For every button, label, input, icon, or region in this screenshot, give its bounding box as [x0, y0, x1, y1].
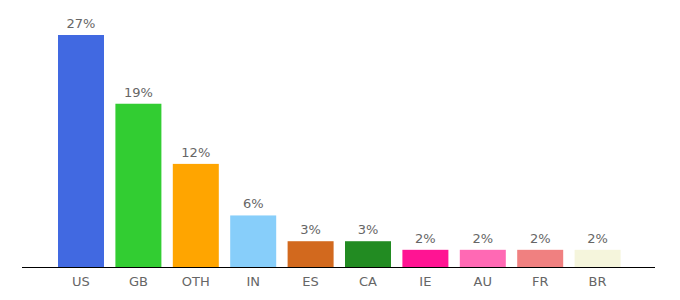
x-tick-label: IE: [419, 274, 431, 289]
bar: [575, 250, 621, 267]
data-label: 3%: [300, 222, 321, 237]
bar: [230, 215, 276, 267]
bar: [460, 250, 506, 267]
bar: [517, 250, 563, 267]
data-label: 2%: [472, 231, 493, 246]
x-tick-label: CA: [359, 274, 377, 289]
x-tick-label: IN: [246, 274, 260, 289]
data-label: 3%: [358, 222, 379, 237]
data-label: 19%: [124, 85, 153, 100]
x-tick-label: US: [72, 274, 90, 289]
bar: [345, 241, 391, 267]
data-label: 12%: [181, 145, 210, 160]
x-tick-label: BR: [589, 274, 607, 289]
bar: [58, 35, 104, 267]
x-tick-label: OTH: [182, 274, 210, 289]
bar: [115, 104, 161, 267]
data-label: 27%: [67, 16, 96, 31]
chart: 27% US 19% GB 12% OTH 6% IN 3% ES 3% CA 2% IE 2% AU 2% FR…: [0, 0, 680, 300]
bar: [173, 164, 219, 267]
x-axis: [22, 267, 655, 268]
bars: [58, 35, 621, 267]
x-tick-label: FR: [532, 274, 549, 289]
data-label: 2%: [415, 231, 436, 246]
bar: [402, 250, 448, 267]
data-label: 2%: [587, 231, 608, 246]
data-label: 2%: [530, 231, 551, 246]
x-tick-label: AU: [474, 274, 492, 289]
labels: 27% US 19% GB 12% OTH 6% IN 3% ES 3% CA 2% IE 2% AU 2% FR…: [67, 16, 608, 289]
x-tick-label: ES: [302, 274, 318, 289]
x-tick-label: GB: [129, 274, 148, 289]
data-label: 6%: [243, 196, 264, 211]
bar: [288, 241, 334, 267]
